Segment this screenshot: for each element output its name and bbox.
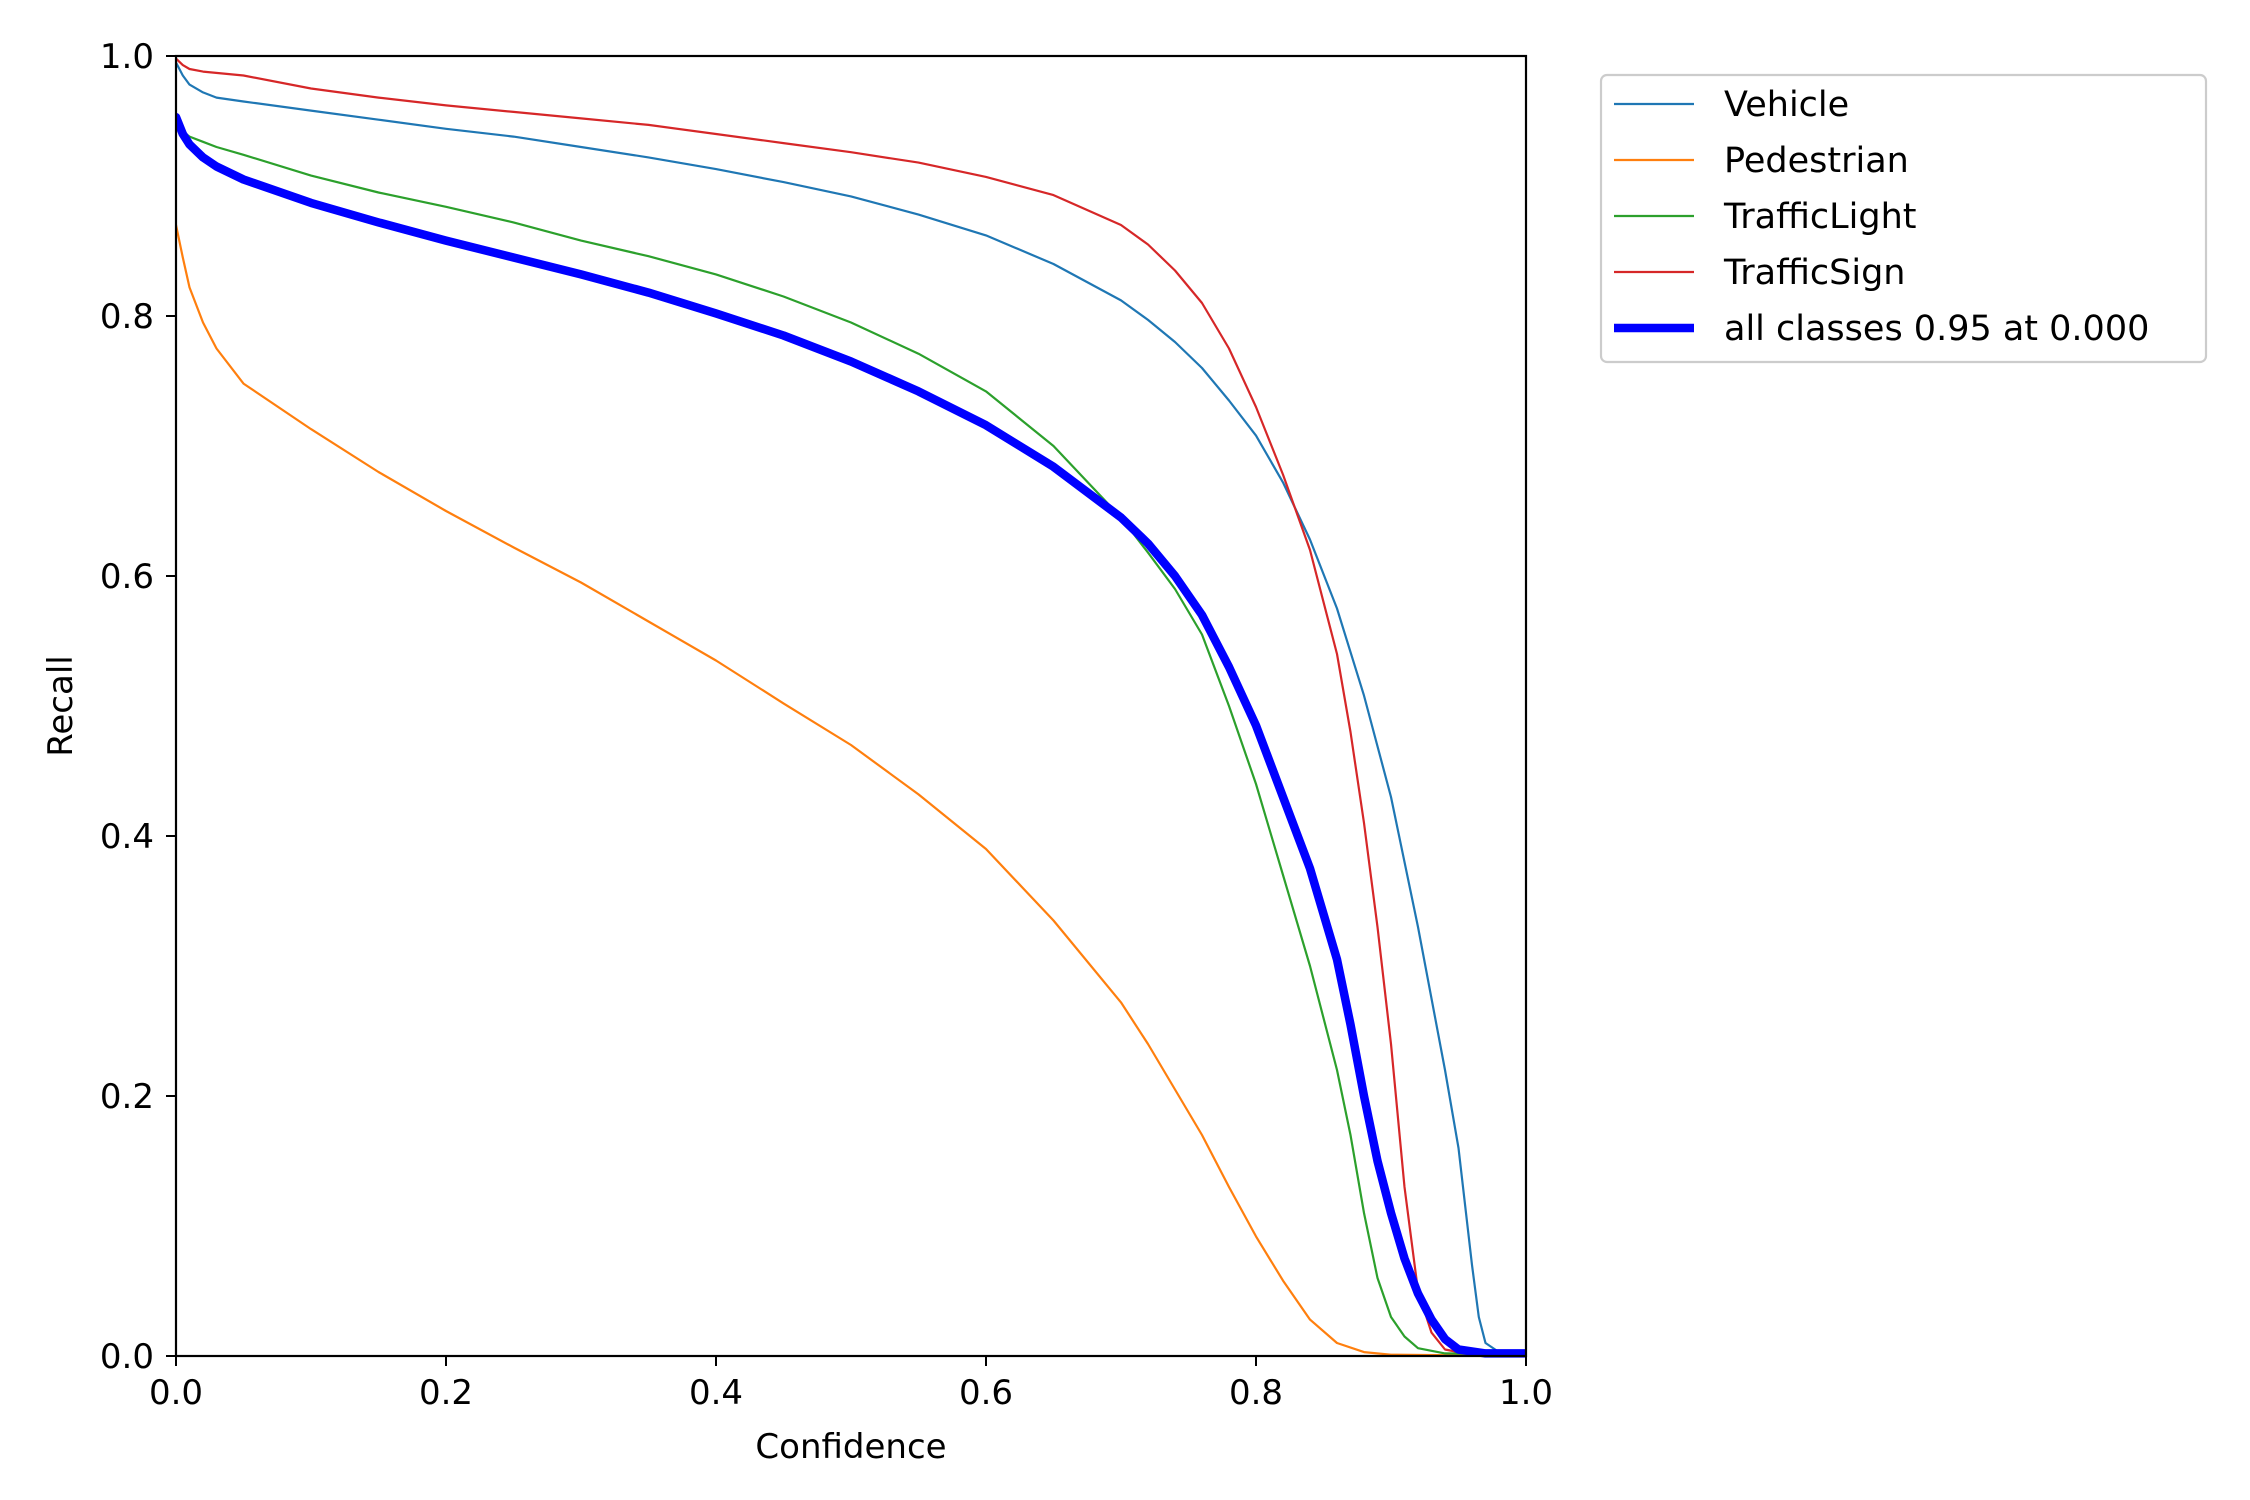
y-tick-label-4: 0.8 [100, 297, 154, 337]
y-tick-label-0: 0.0 [100, 1337, 154, 1377]
x-tick-label-4: 0.8 [1229, 1373, 1283, 1413]
y-axis-label: Recall [41, 655, 81, 756]
series-line-trafficsign [176, 57, 1526, 1358]
y-tick-label-2: 0.4 [100, 817, 154, 857]
legend-label-vehicle: Vehicle [1724, 85, 1849, 125]
series-layer [176, 57, 1526, 1358]
legend-label-trafficlight: TrafficLight [1723, 197, 1917, 237]
x-axis: 0.0 0.2 0.4 0.6 0.8 1.0 [149, 1356, 1553, 1413]
series-line-pedestrian [176, 223, 1526, 1358]
series-line-trafficlight [176, 119, 1526, 1356]
legend: Vehicle Pedestrian TrafficLight TrafficSign… [1599, 73, 2208, 364]
x-axis-label: Confidence [755, 1427, 946, 1467]
y-tick-label-5: 1.0 [100, 37, 154, 77]
legend-label-all-classes-0-95-at-0-000: all classes 0.95 at 0.000 [1724, 309, 2149, 349]
x-tick-label-0: 0.0 [149, 1373, 203, 1413]
legend-label-pedestrian: Pedestrian [1724, 141, 1909, 181]
legend-frame [1599, 73, 2208, 364]
x-tick-label-1: 0.2 [419, 1373, 473, 1413]
y-tick-label-1: 0.2 [100, 1077, 154, 1117]
y-tick-label-3: 0.6 [100, 557, 154, 597]
y-axis: 0.0 0.2 0.4 0.6 0.8 1.0 [100, 37, 176, 1377]
x-tick-label-2: 0.4 [689, 1373, 743, 1413]
series-line-vehicle [176, 61, 1526, 1355]
x-tick-label-3: 0.6 [959, 1373, 1013, 1413]
series-line-all-classes-0-95-at-0-000 [176, 112, 1526, 1358]
x-tick-label-5: 1.0 [1499, 1373, 1553, 1413]
legend-label-trafficsign: TrafficSign [1723, 253, 1906, 293]
plot-frame [174, 54, 1528, 1358]
